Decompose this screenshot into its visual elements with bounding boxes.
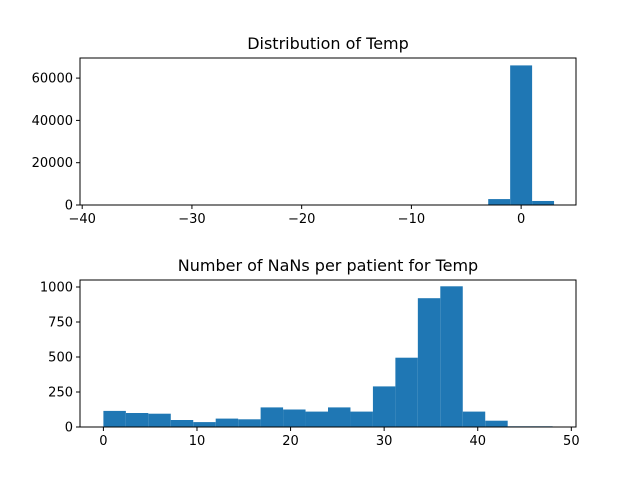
nans-per-patient-y-axis: 0 250 500 750 1000 bbox=[40, 281, 80, 436]
nans-per-patient-bar-11 bbox=[350, 411, 373, 427]
nans-per-patient-axes: Number of NaNs per patient for Temp 0 10 2… bbox=[40, 256, 580, 449]
nans-per-patient-bar-6 bbox=[238, 419, 261, 427]
temp-distribution-y-tick-label-2: 40000 bbox=[32, 114, 73, 129]
nans-per-patient-y-tick-label-0: 0 bbox=[65, 421, 73, 436]
nans-per-patient-y-tick-label-2: 500 bbox=[48, 351, 73, 366]
temp-distribution-bar-2 bbox=[532, 200, 555, 205]
temp-distribution-x-tick-label-3: −10 bbox=[398, 212, 425, 227]
nans-per-patient-x-tick-label-2: 20 bbox=[282, 434, 299, 449]
nans-per-patient-bar-17 bbox=[485, 420, 508, 427]
nans-per-patient-bar-13 bbox=[395, 357, 418, 427]
nans-per-patient-bar-9 bbox=[305, 411, 328, 427]
nans-per-patient-bar-12 bbox=[372, 386, 396, 427]
nans-per-patient-frame bbox=[79, 279, 577, 428]
temp-distribution-bar-0 bbox=[488, 199, 511, 205]
nans-per-patient-x-tick-label-4: 40 bbox=[469, 434, 486, 449]
nans-per-patient-x-tick-label-1: 10 bbox=[189, 434, 206, 449]
temp-distribution-x-tick-label-2: −20 bbox=[288, 212, 315, 227]
temp-distribution-y-tick-label-3: 60000 bbox=[32, 72, 73, 87]
temp-distribution-y-axis: 0 20000 40000 60000 bbox=[32, 72, 80, 214]
nans-per-patient-x-axis: 0 10 20 30 40 50 bbox=[99, 427, 580, 449]
nans-per-patient-x-tick-label-5: 50 bbox=[563, 434, 580, 449]
nans-per-patient-y-tick-label-4: 1000 bbox=[40, 281, 73, 296]
nans-per-patient-y-tick-label-1: 250 bbox=[48, 386, 73, 401]
temp-distribution-axes: Distribution of Temp −40 −30 −20 −10 0 0 2000… bbox=[32, 34, 577, 227]
nans-per-patient-bar-16 bbox=[462, 411, 486, 427]
nans-per-patient-x-tick-label-0: 0 bbox=[99, 434, 107, 449]
temp-distribution-y-tick-label-1: 20000 bbox=[32, 156, 73, 171]
temp-distribution-x-tick-label-4: 0 bbox=[517, 212, 525, 227]
temp-distribution-x-axis: −40 −30 −20 −10 0 bbox=[68, 205, 525, 227]
nans-per-patient-bar-14 bbox=[417, 298, 441, 427]
nans-per-patient-bars bbox=[103, 286, 553, 427]
nans-per-patient-bar-7 bbox=[260, 407, 284, 427]
nans-per-patient-x-tick-label-3: 30 bbox=[376, 434, 393, 449]
nans-per-patient-bar-8 bbox=[283, 409, 306, 427]
temp-distribution-bars bbox=[488, 65, 555, 205]
nans-per-patient-bar-0 bbox=[103, 410, 126, 427]
temp-distribution-y-tick-label-0: 0 bbox=[65, 199, 73, 214]
nans-per-patient-bar-5 bbox=[215, 418, 239, 427]
temp-distribution-x-tick-label-0: −40 bbox=[68, 212, 95, 227]
nans-per-patient-bar-3 bbox=[170, 420, 194, 427]
temp-distribution-title: Distribution of Temp bbox=[247, 34, 409, 53]
nans-per-patient-title: Number of NaNs per patient for Temp bbox=[178, 256, 478, 275]
temp-distribution-bar-1 bbox=[510, 65, 533, 205]
temp-distribution-x-tick-label-1: −30 bbox=[178, 212, 205, 227]
nans-per-patient-bar-15 bbox=[440, 286, 463, 427]
temp-distribution-frame bbox=[79, 57, 577, 206]
nans-per-patient-y-tick-label-3: 750 bbox=[48, 316, 73, 331]
nans-per-patient-bar-2 bbox=[148, 413, 171, 427]
nans-per-patient-bar-1 bbox=[125, 413, 149, 427]
nans-per-patient-bar-10 bbox=[328, 407, 351, 427]
nans-per-patient-bar-4 bbox=[193, 422, 216, 427]
